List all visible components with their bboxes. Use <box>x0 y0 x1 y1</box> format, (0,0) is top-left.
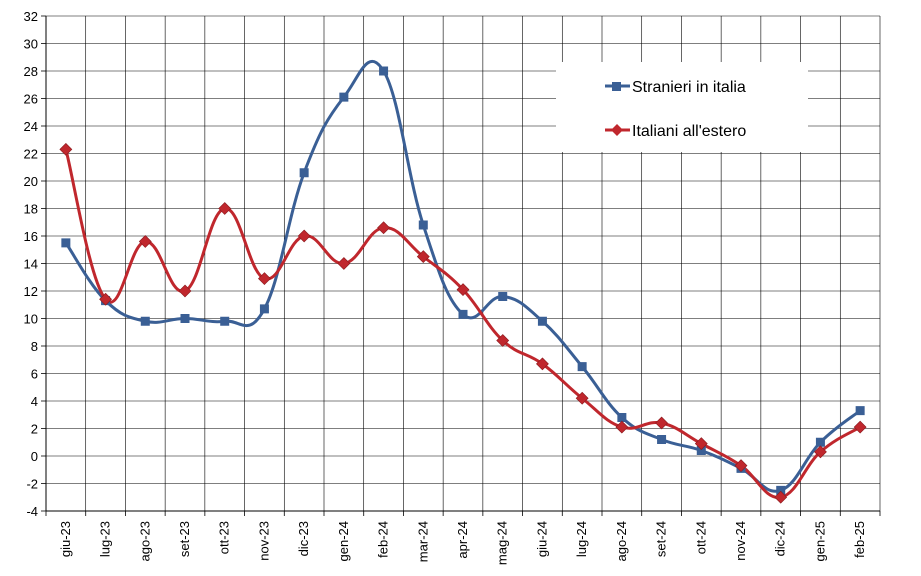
data-point-stranieri-in-italia <box>220 316 230 326</box>
x-tick-label: ott-24 <box>693 521 708 554</box>
data-point-italiani-all-estero <box>615 420 629 434</box>
data-point-stranieri-in-italia <box>299 168 309 178</box>
x-tick-label: giu-23 <box>58 521 73 557</box>
legend-marker-italiani <box>611 124 623 136</box>
y-tick-label: 18 <box>24 202 38 217</box>
x-tick-label: dic-23 <box>296 521 311 556</box>
legend: Stranieri in italia Italiani all'estero <box>556 62 808 152</box>
data-point-italiani-all-estero <box>774 490 788 504</box>
x-tick-label: ott-23 <box>217 521 232 554</box>
legend-item-italiani: Italiani all'estero <box>605 123 746 140</box>
x-tick-label: giu-24 <box>534 521 549 557</box>
x-tick-label: feb-25 <box>852 521 867 558</box>
data-point-stranieri-in-italia <box>617 413 627 422</box>
data-point-italiani-all-estero <box>258 272 271 286</box>
x-tick-label: lug-24 <box>574 521 589 557</box>
data-point-italiani-all-estero <box>377 221 390 235</box>
data-point-italiani-all-estero <box>655 416 668 430</box>
data-point-italiani-all-estero <box>536 357 549 371</box>
data-point-italiani-all-estero <box>297 229 311 243</box>
data-point-stranieri-in-italia <box>259 304 269 314</box>
y-tick-label: 8 <box>31 339 38 354</box>
y-tick-label: -4 <box>26 504 38 519</box>
y-tick-label: 24 <box>24 119 38 134</box>
y-tick-label: -2 <box>26 477 38 492</box>
x-tick-label: lug-23 <box>98 521 113 557</box>
data-point-italiani-all-estero <box>59 142 73 156</box>
y-tick-label: 16 <box>24 229 38 244</box>
axes <box>41 15 881 516</box>
y-tick-label: 20 <box>24 174 38 189</box>
x-tick-label: feb-24 <box>376 521 391 558</box>
series-markers <box>59 66 867 504</box>
data-point-stranieri-in-italia <box>577 362 587 372</box>
series-line-stranieri-in-italia <box>64 60 862 493</box>
x-tick-label: set-24 <box>654 521 669 557</box>
data-point-italiani-all-estero <box>853 420 867 434</box>
x-tick-label: mag-24 <box>495 521 510 565</box>
x-tick-label: set-23 <box>177 521 192 557</box>
data-point-stranieri-in-italia <box>815 437 825 447</box>
data-point-italiani-all-estero <box>456 283 470 297</box>
data-point-stranieri-in-italia <box>498 292 508 301</box>
legend-box <box>556 62 808 152</box>
data-point-stranieri-in-italia <box>379 66 389 76</box>
data-point-stranieri-in-italia <box>855 406 865 416</box>
legend-marker-stranieri <box>612 82 621 91</box>
x-tick-label: mar-24 <box>415 521 430 562</box>
data-point-stranieri-in-italia <box>61 238 71 248</box>
data-point-italiani-all-estero <box>416 250 430 264</box>
data-point-italiani-all-estero <box>496 334 510 347</box>
x-tick-labels: giu-23 lug-23 ago-23 set-23 ott-23 nov-23 dic-… <box>58 521 867 565</box>
x-tick-label: apr-24 <box>455 521 470 559</box>
data-point-stranieri-in-italia <box>418 220 428 230</box>
y-tick-label: 14 <box>24 257 38 272</box>
data-point-italiani-all-estero <box>99 292 112 306</box>
y-tick-label: 32 <box>24 9 38 24</box>
data-point-stranieri-in-italia <box>458 309 468 319</box>
y-tick-label: 2 <box>31 422 38 437</box>
data-point-italiani-all-estero <box>178 284 192 298</box>
data-point-italiani-all-estero <box>575 391 589 405</box>
data-point-stranieri-in-italia <box>657 435 667 444</box>
data-point-italiani-all-estero <box>138 235 152 248</box>
data-point-italiani-all-estero <box>814 445 827 459</box>
legend-item-stranieri: Stranieri in italia <box>605 79 746 96</box>
data-point-italiani-all-estero <box>734 459 748 473</box>
legend-label-italiani: Italiani all'estero <box>632 123 746 140</box>
data-point-stranieri-in-italia <box>140 316 150 326</box>
x-tick-label: gen-24 <box>336 521 351 561</box>
data-point-italiani-all-estero <box>218 202 232 215</box>
y-tick-label: 0 <box>31 449 38 464</box>
y-tick-label: 10 <box>24 312 38 327</box>
data-point-stranieri-in-italia <box>776 485 786 495</box>
y-tick-label: 28 <box>24 64 38 79</box>
y-tick-label: 26 <box>24 92 38 107</box>
data-point-stranieri-in-italia <box>180 314 190 323</box>
x-tick-label: nov-23 <box>256 521 271 561</box>
y-tick-label: 30 <box>24 37 38 52</box>
data-point-stranieri-in-italia <box>339 92 349 102</box>
data-point-stranieri-in-italia <box>696 446 706 455</box>
legend-label-stranieri: Stranieri in italia <box>632 79 746 96</box>
y-tick-label: 6 <box>31 367 38 382</box>
data-point-italiani-all-estero <box>694 437 708 451</box>
y-tick-label: 22 <box>24 147 38 162</box>
x-tick-label: dic-24 <box>773 521 788 556</box>
x-tick-label: nov-24 <box>733 521 748 561</box>
data-point-italiani-all-estero <box>337 257 351 270</box>
x-tick-label: ago-23 <box>137 521 152 561</box>
data-point-stranieri-in-italia <box>537 316 547 326</box>
y-tick-label: 12 <box>24 284 38 299</box>
x-tick-label: ago-24 <box>614 521 629 561</box>
y-tick-label: 4 <box>31 394 38 409</box>
x-tick-label: gen-25 <box>812 521 827 561</box>
